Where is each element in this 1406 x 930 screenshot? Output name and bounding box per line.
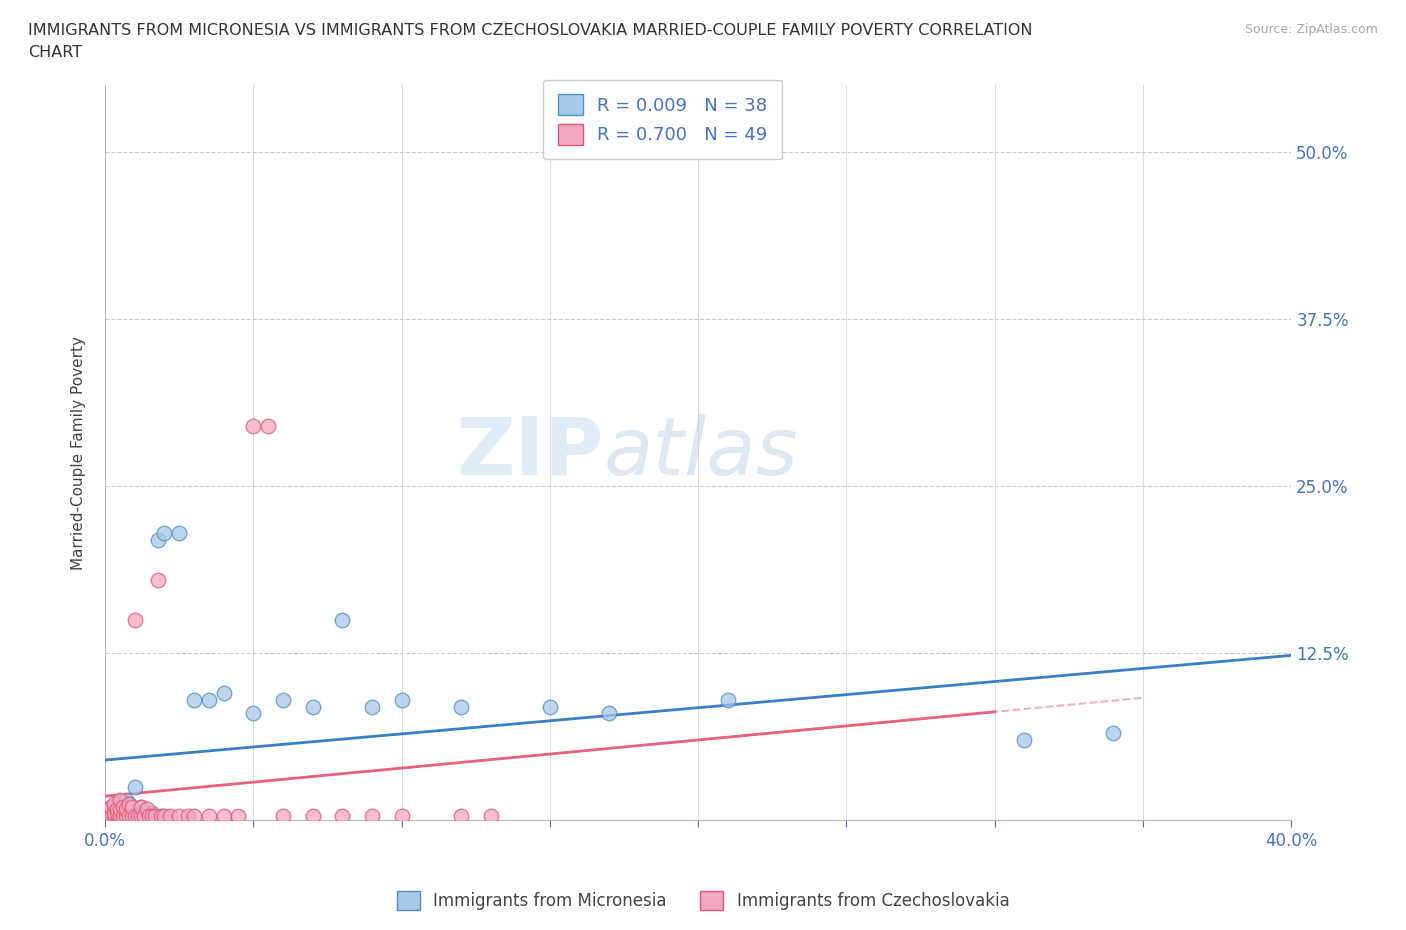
Point: [100, 809, 122, 824]
Point: [103, 809, 125, 824]
Point: [450, 809, 472, 824]
Point: [111, 799, 134, 814]
Point: [141, 809, 163, 824]
Point: [183, 809, 205, 824]
Point: [108, 792, 131, 807]
Point: [97, 809, 120, 824]
Point: [242, 418, 264, 433]
Text: CHART: CHART: [28, 45, 82, 60]
Point: [391, 693, 413, 708]
Point: [108, 799, 131, 814]
Point: [717, 693, 740, 708]
Point: [361, 809, 384, 824]
Point: [129, 809, 152, 824]
Point: [132, 809, 155, 824]
Point: [118, 797, 141, 812]
Point: [108, 802, 131, 817]
Point: [118, 809, 141, 824]
Point: [129, 799, 152, 814]
Point: [159, 809, 181, 824]
Point: [121, 799, 143, 814]
Point: [132, 806, 155, 821]
Text: atlas: atlas: [603, 414, 799, 492]
Point: [301, 809, 323, 824]
Point: [330, 809, 353, 824]
Point: [111, 809, 134, 824]
Point: [118, 797, 141, 812]
Point: [100, 799, 122, 814]
Point: [479, 809, 502, 824]
Point: [138, 806, 160, 821]
Y-axis label: Married-Couple Family Poverty: Married-Couple Family Poverty: [72, 336, 86, 570]
Point: [212, 809, 235, 824]
Point: [1102, 725, 1125, 740]
Point: [198, 693, 221, 708]
Point: [167, 809, 190, 824]
Point: [124, 809, 146, 824]
Point: [124, 779, 146, 794]
Legend: Immigrants from Micronesia, Immigrants from Czechoslovakia: Immigrants from Micronesia, Immigrants f…: [389, 884, 1017, 917]
Point: [141, 806, 163, 821]
Point: [135, 802, 157, 817]
Point: [127, 806, 149, 821]
Point: [103, 797, 125, 812]
Point: [108, 809, 131, 824]
Point: [121, 802, 143, 817]
Point: [153, 525, 176, 540]
Point: [271, 693, 294, 708]
Point: [121, 809, 143, 824]
Point: [138, 809, 160, 824]
Point: [153, 809, 176, 824]
Point: [124, 612, 146, 627]
Point: [105, 797, 128, 812]
Point: [301, 699, 323, 714]
Point: [105, 806, 128, 821]
Point: [118, 806, 141, 821]
Point: [148, 532, 170, 547]
Legend: R = 0.009   N = 38, R = 0.700   N = 49: R = 0.009 N = 38, R = 0.700 N = 49: [543, 80, 782, 159]
Point: [150, 809, 173, 824]
Point: [167, 525, 190, 540]
Point: [242, 706, 264, 721]
Point: [1014, 733, 1036, 748]
Point: [148, 572, 170, 587]
Point: [114, 792, 136, 807]
Point: [124, 806, 146, 821]
Point: [598, 706, 620, 721]
Text: IMMIGRANTS FROM MICRONESIA VS IMMIGRANTS FROM CZECHOSLOVAKIA MARRIED-COUPLE FAMI: IMMIGRANTS FROM MICRONESIA VS IMMIGRANTS…: [28, 23, 1032, 38]
Point: [100, 809, 122, 824]
Point: [114, 809, 136, 824]
Point: [105, 802, 128, 817]
Text: Source: ZipAtlas.com: Source: ZipAtlas.com: [1244, 23, 1378, 36]
Point: [450, 699, 472, 714]
Point: [391, 809, 413, 824]
Point: [105, 806, 128, 821]
Point: [114, 809, 136, 824]
Point: [212, 685, 235, 700]
Point: [228, 809, 250, 824]
Point: [129, 799, 152, 814]
Point: [538, 699, 561, 714]
Point: [361, 699, 384, 714]
Point: [114, 802, 136, 817]
Point: [183, 693, 205, 708]
Point: [103, 802, 125, 817]
Point: [271, 809, 294, 824]
Point: [145, 809, 167, 824]
Point: [97, 802, 120, 817]
Point: [108, 809, 131, 824]
Point: [97, 806, 120, 821]
Point: [198, 809, 221, 824]
Point: [127, 809, 149, 824]
Point: [177, 809, 200, 824]
Point: [330, 612, 353, 627]
Text: ZIP: ZIP: [456, 414, 603, 492]
Point: [111, 806, 134, 821]
Point: [103, 806, 125, 821]
Point: [257, 418, 280, 433]
